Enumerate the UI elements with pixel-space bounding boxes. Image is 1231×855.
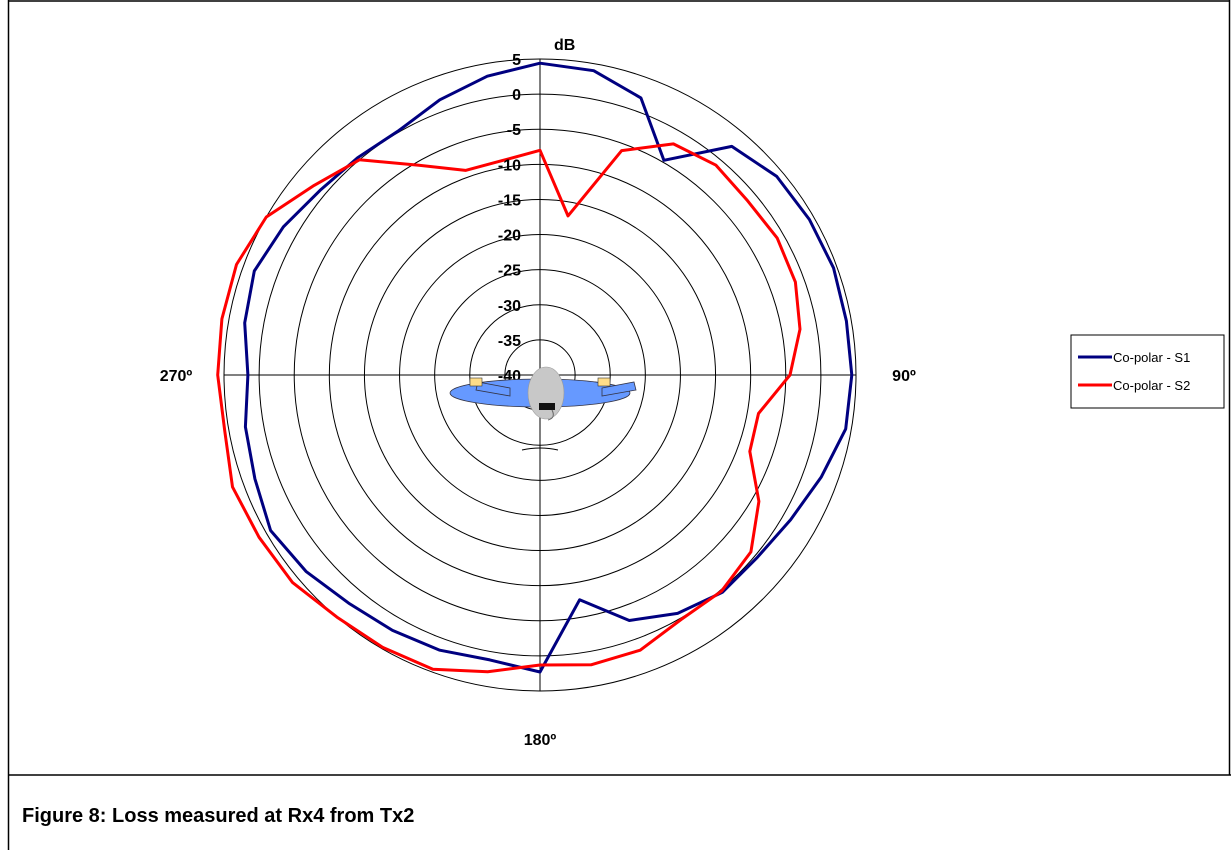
- r-tick-label: -25: [498, 263, 521, 280]
- legend: Co-polar - S1 Co-polar - S2: [1071, 335, 1224, 408]
- legend-label: Co-polar - S2: [1113, 378, 1190, 393]
- page: Figure 8: Loss measured at Rx4 from Tx2 …: [0, 0, 1231, 850]
- r-tick-label: -10: [498, 157, 521, 174]
- r-tick-label: -30: [498, 298, 521, 315]
- icon-hand: [598, 378, 610, 386]
- r-tick-label: 0: [512, 87, 521, 104]
- legend-box: [1071, 335, 1224, 408]
- r-tick-label: 5: [512, 52, 521, 69]
- icon-hand: [470, 378, 482, 386]
- r-axis-unit: dB: [554, 37, 575, 54]
- r-tick-label: -15: [498, 192, 521, 209]
- theta-tick-label: 90º: [892, 368, 916, 385]
- r-tick-label: -5: [507, 122, 521, 139]
- icon-device: [539, 403, 555, 410]
- icon-head: [528, 367, 564, 419]
- r-tick-label: -20: [498, 228, 521, 245]
- legend-label: Co-polar - S1: [1113, 350, 1190, 365]
- theta-tick-label: 180º: [524, 732, 557, 749]
- r-tick-label: -35: [498, 333, 521, 350]
- theta-tick-label: 270º: [160, 368, 193, 385]
- caption: Figure 8: Loss measured at Rx4 from Tx2: [22, 805, 414, 827]
- background: [0, 0, 1231, 850]
